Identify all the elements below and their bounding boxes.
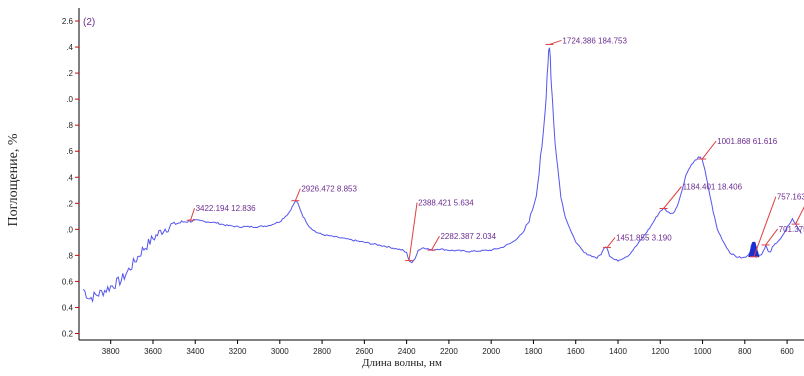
x-tick-label: 2000 (482, 347, 500, 356)
y-tick-label: .0 (66, 225, 73, 234)
x-tick-label: 2800 (313, 347, 331, 356)
y-tick-label: .8 (66, 251, 73, 260)
y-axis-label-text: Поглощение, % (6, 133, 21, 227)
x-tick-label: 2400 (398, 347, 416, 356)
annotation-label: 2282.387 2.034 (440, 232, 496, 241)
y-tick-label: .8 (66, 121, 73, 130)
annotation-leader (663, 186, 682, 209)
y-tick-label: .2 (66, 69, 73, 78)
x-tick-label: 3200 (229, 347, 247, 356)
annotation-label: 1451.855 3.190 (616, 234, 672, 243)
y-tick-label: 0.6 (62, 277, 74, 286)
y-tick-label: .4 (66, 173, 73, 182)
x-tick-label: 1200 (651, 347, 669, 356)
annotation-label: 1184.401 18.406 (683, 183, 743, 192)
annotation-label: 2388.421 5.634 (418, 199, 474, 208)
y-tick-label: .6 (66, 147, 73, 156)
annotation-label: 757.163 3.961 (777, 193, 804, 202)
plot-area: 2.6 .4 .2 .0 .8 .6 .4 .2 .0 .8 0.6 0.4 0.2 3800 3600 34… (62, 8, 804, 356)
annotation-leader (606, 237, 616, 248)
annotation-leader (701, 140, 717, 160)
annotation-label: 1001.868 61.616 (717, 137, 778, 146)
x-tick-label: 1400 (609, 347, 627, 356)
annotation-leader (795, 206, 804, 225)
x-tick-label: 3800 (102, 347, 120, 356)
y-tick-label: 0.4 (62, 303, 74, 312)
y-tick-label: .4 (66, 43, 73, 52)
annotation-leader (549, 39, 562, 45)
x-tick-label: 1600 (567, 347, 585, 356)
annotation-leader (190, 208, 196, 221)
x-tick-label: 600 (780, 347, 794, 356)
panel-label: (2) (83, 17, 95, 28)
x-tick-label: 3600 (144, 347, 162, 356)
annotation-label: 701.375 1.69 (779, 225, 804, 234)
x-tick-label: 3400 (186, 347, 204, 356)
x-tick-label: 1800 (525, 347, 543, 356)
x-tick-label: 800 (738, 347, 752, 356)
annotation-leader (431, 235, 440, 251)
annotation-leader (294, 188, 301, 201)
filled-peak-marker (748, 241, 760, 258)
x-tick-label: 2200 (440, 347, 458, 356)
y-axis-label: Поглощение, % (2, 100, 26, 260)
y-tick-label: .0 (66, 95, 73, 104)
spectrum-line-0 (82, 47, 802, 304)
y-tick-label: 0.2 (62, 329, 74, 338)
y-tick-label: .2 (66, 199, 73, 208)
x-axis-label: Длина волны, нм (362, 357, 442, 369)
annotation-label: 2926.472 8.853 (301, 185, 357, 194)
y-tick-label: 2.6 (62, 17, 74, 26)
annotation-leader (765, 228, 779, 246)
annotation-leader (753, 196, 777, 257)
x-tick-label: 2600 (355, 347, 373, 356)
annotation-leader (408, 202, 418, 261)
x-tick-label: 3000 (271, 347, 289, 356)
x-tick-label: 1000 (694, 347, 712, 356)
annotation-label: 1724.386 184.753 (562, 36, 627, 45)
annotation-label: 3422.194 12.836 (196, 204, 257, 213)
